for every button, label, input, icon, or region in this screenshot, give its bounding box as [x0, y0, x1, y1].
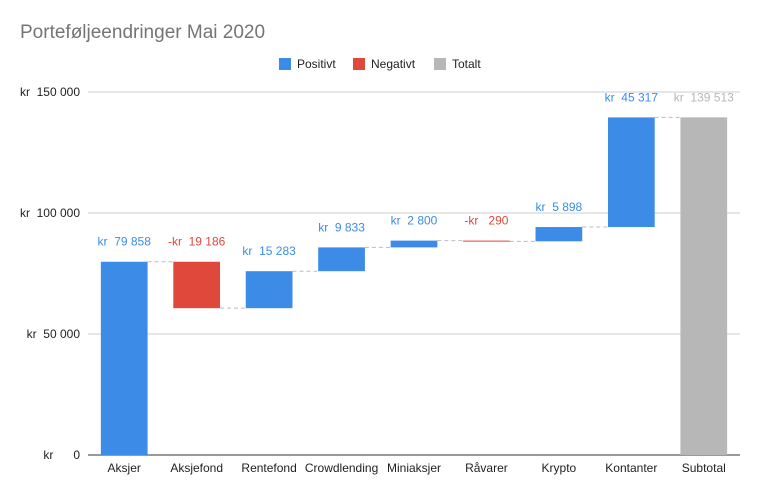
- x-tick-label-7: Kontanter: [605, 461, 657, 475]
- gridlines: [88, 91, 740, 456]
- x-tick-label-0: Aksjer: [108, 461, 141, 475]
- legend-swatch-0: [279, 58, 291, 70]
- connector-lines: [147, 116, 681, 309]
- bar-3: [318, 247, 365, 272]
- y-tick-label-0: kr 0: [43, 448, 80, 462]
- y-tick-label-2: kr 100 000: [20, 206, 80, 220]
- data-label-6: kr 5 898: [536, 200, 583, 214]
- legend-swatch-2: [434, 58, 446, 70]
- x-tick-label-8: Subtotal: [682, 461, 726, 475]
- chart-title: Porteføljeendringer Mai 2020: [20, 22, 265, 43]
- legend-label-0: Positivt: [297, 57, 336, 71]
- bars: [100, 117, 728, 455]
- data-label-7: kr 45 317: [605, 90, 659, 104]
- y-tick-label-3: kr 150 000: [20, 85, 80, 99]
- data-label-5: -kr 290: [464, 214, 508, 228]
- bar-7: [607, 117, 655, 228]
- x-tick-label-4: Miniaksjer: [387, 461, 441, 475]
- y-axis: kr 0 kr 50 000 kr 100 000 kr 150 000: [20, 85, 80, 462]
- x-tick-label-5: Råvarer: [465, 461, 508, 475]
- data-label-4: kr 2 800: [391, 214, 438, 228]
- bar-5: [463, 240, 510, 242]
- x-tick-label-1: Aksjefond: [170, 461, 223, 475]
- bar-4: [390, 240, 438, 248]
- legend-label-2: Totalt: [452, 57, 481, 71]
- legend-swatch-1: [353, 58, 365, 70]
- legend-label-1: Negativt: [371, 57, 416, 71]
- x-tick-label-3: Crowdlending: [305, 461, 378, 475]
- bar-0: [100, 261, 148, 455]
- x-axis: Aksjer Aksjefond Rentefond Crowdlending Mini…: [108, 461, 726, 475]
- y-tick-label-1: kr 50 000: [27, 327, 81, 341]
- x-tick-label-2: Rentefond: [241, 461, 296, 475]
- data-labels: kr 79 858 -kr 19 186 kr 15 283 kr 9 833 kr 2…: [98, 90, 735, 258]
- x-tick-label-6: Krypto: [542, 461, 577, 475]
- data-label-1: -kr 19 186: [168, 235, 226, 249]
- bar-2: [245, 271, 293, 309]
- bar-1: [173, 261, 221, 309]
- data-label-8: kr 139 513: [674, 90, 734, 104]
- bar-6: [535, 227, 583, 242]
- bar-8: [680, 117, 728, 455]
- data-label-2: kr 15 283: [242, 244, 296, 258]
- data-label-3: kr 9 833: [318, 220, 365, 234]
- legend: Positivt Negativt Totalt: [279, 57, 481, 71]
- data-label-0: kr 79 858: [98, 235, 152, 249]
